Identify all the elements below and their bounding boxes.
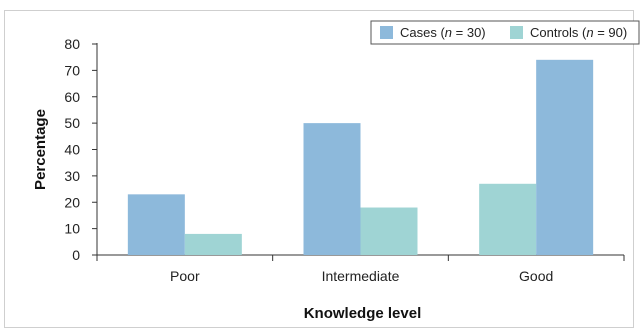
bar-controls-intermediate bbox=[360, 207, 418, 255]
y-tick-label: 10 bbox=[64, 221, 80, 237]
y-tick-label: 0 bbox=[72, 247, 80, 263]
y-tick-label: 60 bbox=[64, 89, 80, 105]
bar-cases-poor bbox=[127, 194, 185, 255]
bar-cases-good bbox=[536, 59, 594, 256]
x-tick-label: Poor bbox=[170, 268, 200, 284]
legend-swatch-controls bbox=[510, 26, 523, 39]
legend-label-cases: Cases (n = 30) bbox=[400, 25, 486, 40]
legend-box bbox=[370, 20, 640, 45]
x-axis: Poor Intermediate Good bbox=[96, 254, 625, 284]
legend-label-controls: Controls (n = 90) bbox=[530, 25, 627, 40]
x-axis-title: Knowledge level bbox=[304, 305, 422, 322]
y-tick-label: 70 bbox=[64, 62, 80, 78]
y-tick-label: 30 bbox=[64, 168, 80, 184]
y-tick-label: 20 bbox=[64, 194, 80, 210]
y-tick-label: 40 bbox=[64, 142, 80, 158]
bar-cases-intermediate bbox=[303, 123, 361, 255]
y-axis: 0 10 20 30 40 50 60 70 80 bbox=[64, 36, 98, 263]
y-axis-title: Percentage bbox=[32, 109, 49, 190]
bars bbox=[127, 59, 594, 256]
x-tick-label: Good bbox=[519, 268, 553, 284]
bar-controls-good bbox=[479, 183, 537, 255]
y-tick-label: 80 bbox=[64, 36, 80, 52]
legend-swatch-cases bbox=[380, 26, 393, 39]
y-tick-label: 50 bbox=[64, 115, 80, 131]
x-tick-label: Intermediate bbox=[322, 268, 400, 284]
bar-controls-poor bbox=[184, 233, 242, 255]
legend: Cases (n = 30) Controls (n = 90) bbox=[370, 20, 640, 45]
